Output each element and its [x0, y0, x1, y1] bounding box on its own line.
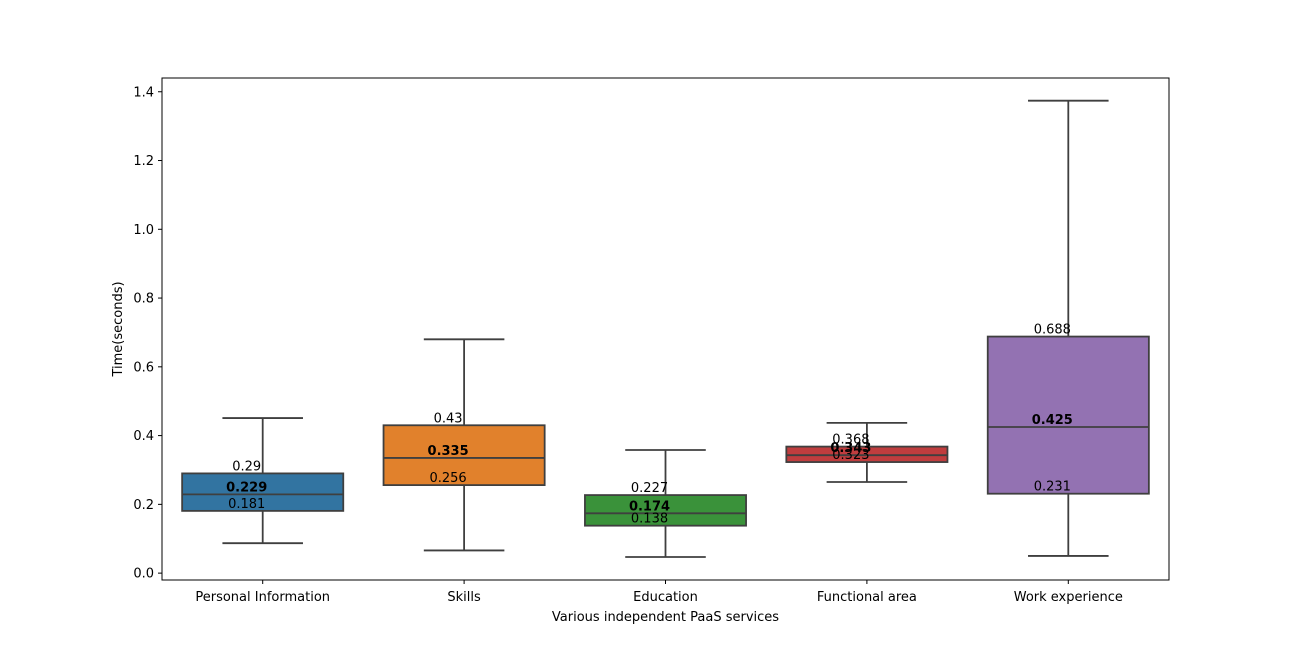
y-tick-label: 0.4: [133, 429, 154, 444]
q1-label: 0.138: [631, 512, 668, 527]
median-label: 0.343: [830, 441, 871, 456]
y-tick-label: 0.2: [133, 498, 154, 513]
q3-label: 0.688: [1034, 323, 1071, 338]
x-tick-label: Skills: [447, 590, 481, 605]
iqr-box: [986, 335, 1150, 495]
box-work-experience: 0.688 0.425 0.231: [986, 99, 1150, 557]
q1-label: 0.181: [228, 497, 265, 512]
q3-label: 0.368: [832, 433, 869, 448]
y-tick-label: 0.6: [133, 360, 154, 375]
x-axis: Personal Information Skills Education Funct…: [195, 580, 1123, 605]
iqr-box: [382, 424, 546, 487]
iqr-box: [181, 472, 345, 512]
x-axis-label: Various independent PaaS services: [552, 610, 779, 625]
box-personal-information: 0.29 0.229 0.181: [181, 417, 345, 545]
median-label: 0.174: [629, 499, 670, 514]
q1-label: 0.231: [1034, 480, 1071, 495]
y-tick-label: 0.0: [133, 567, 154, 582]
q1-label: 0.256: [429, 471, 466, 486]
y-tick-label: 1.0: [133, 223, 154, 238]
q3-label: 0.227: [631, 481, 668, 496]
x-tick-label: Personal Information: [195, 590, 330, 605]
median-label: 0.425: [1032, 413, 1073, 428]
x-tick-label: Functional area: [817, 590, 917, 605]
x-tick-label: Education: [633, 590, 698, 605]
x-tick-label: Work experience: [1014, 590, 1123, 605]
y-axis: 0.0 0.2 0.4 0.6 0.8 1.0 1.2 1.4: [133, 85, 162, 582]
median-label: 0.229: [226, 480, 267, 495]
q3-label: 0.43: [434, 411, 463, 426]
q1-label: 0.323: [832, 448, 869, 463]
q3-label: 0.29: [232, 459, 261, 474]
y-axis-label: Time(seconds): [111, 281, 126, 377]
plot-area: 0.290.2290.1810.430.3350.2560.2270.1740.…: [161, 77, 1170, 581]
y-tick-label: 0.8: [133, 292, 154, 307]
y-tick-label: 1.2: [133, 154, 154, 169]
iqr-box: [584, 494, 747, 527]
box-skills: 0.43 0.335 0.256: [382, 338, 546, 552]
median-label: 0.335: [428, 444, 469, 459]
y-tick-label: 1.4: [133, 85, 154, 100]
